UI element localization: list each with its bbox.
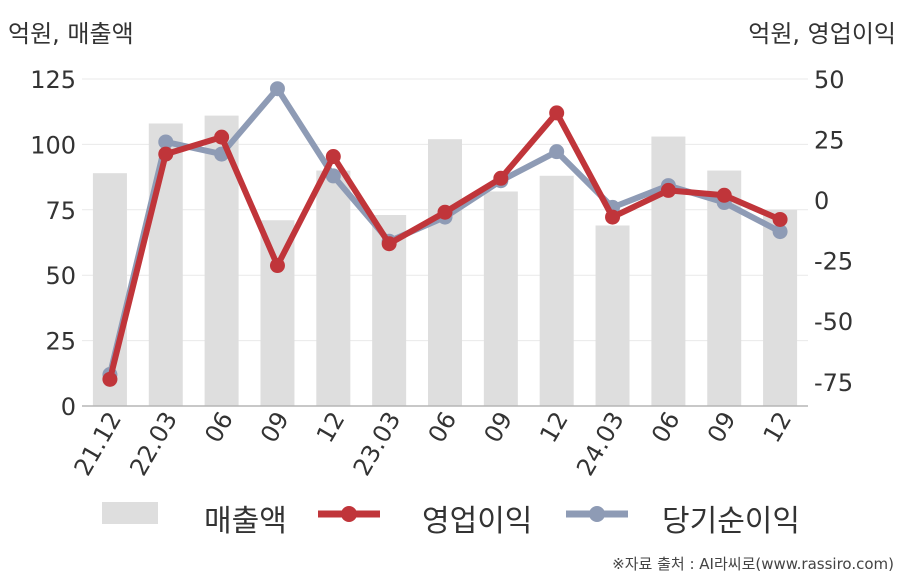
y-left-tick-label: 0 [61,393,76,421]
y-right-tick-label: 0 [814,187,829,215]
operating-profit-point [158,146,174,162]
x-tick-label: 12 [758,407,798,447]
operating-profit-point [381,236,397,252]
operating-profit-point [437,204,453,220]
legend-net-income-label: 당기순이익 [662,504,800,539]
legend-operating-profit: 영업이익 [400,496,532,540]
y-axis-right: -75 -50 -25 0 25 50 [814,66,853,397]
x-tick-label: 09 [479,407,519,447]
legend-revenue-label: 매출액 [204,504,287,539]
y-right-tick-label: -50 [814,308,853,336]
revenue-bar [595,225,630,406]
revenue-bar [763,209,798,406]
legend-operating-profit-swatch-marker [341,506,357,522]
y-right-tick-label: -75 [814,369,853,397]
legend-revenue: 매출액 [182,496,287,540]
y-right-tick-label: -25 [814,248,853,276]
legend-revenue-swatch [102,502,158,524]
legend-swatches [102,502,628,524]
net-income-point [325,168,341,184]
y-left-tick-label: 125 [30,66,76,94]
x-tick-label: 22.03 [124,407,183,481]
legend-operating-profit-label: 영업이익 [422,504,533,539]
y-left-tick-label: 50 [45,262,76,290]
net-income-point [772,224,788,240]
net-income-point [158,134,174,150]
x-tick-label: 09 [702,407,742,447]
operating-profit-point [660,182,676,198]
operating-profit-point [772,211,788,227]
x-tick-label: 12 [534,407,574,447]
y-left-tick-label: 75 [45,197,76,225]
operating-profit-point [605,209,621,225]
operating-profit-point [325,149,341,165]
operating-profit-point [214,129,230,145]
revenue-bar [428,139,462,406]
x-tick-label: 06 [423,407,463,447]
revenue-bar [483,191,518,406]
x-tick-label: 24.03 [571,407,630,481]
revenue-bar [539,175,574,406]
legend-net-income-swatch-marker [589,506,605,522]
operating-profit-point [549,105,565,121]
x-tick-label: 23.03 [348,407,407,481]
net-income-point [269,81,285,97]
y-axis-left-label: 억원, 매출액 [8,20,134,48]
operating-profit-point [102,371,118,387]
x-tick-label: 12 [311,407,351,447]
y-axis-right-label: 억원, 영업이익 [748,20,896,48]
legend-net-income: 당기순이익 [640,496,800,540]
revenue-bar [148,123,183,407]
profit-lines [102,81,788,387]
x-tick-label: 06 [199,407,239,447]
operating-profit-point [493,170,509,186]
net-income-point [549,144,565,160]
revenue-bar [651,136,686,406]
y-left-tick-label: 25 [45,328,76,356]
source-credit: ※자료 출처 : AI라씨로(www.rassiro.com) [612,555,894,573]
y-axis-left: 0 25 50 75 100 125 [30,66,76,421]
revenue-bar [260,220,295,406]
x-tick-label: 21.12 [69,407,128,481]
operating-profit-point [716,187,732,203]
y-right-tick-label: 50 [814,66,845,94]
revenue-bar [316,170,351,406]
x-tick-label: 06 [646,407,686,447]
y-left-tick-label: 100 [30,131,76,159]
operating-profit-point [269,258,285,274]
revenue-bars [92,115,798,407]
y-right-tick-label: 25 [814,127,845,155]
x-tick-label: 09 [255,407,295,447]
